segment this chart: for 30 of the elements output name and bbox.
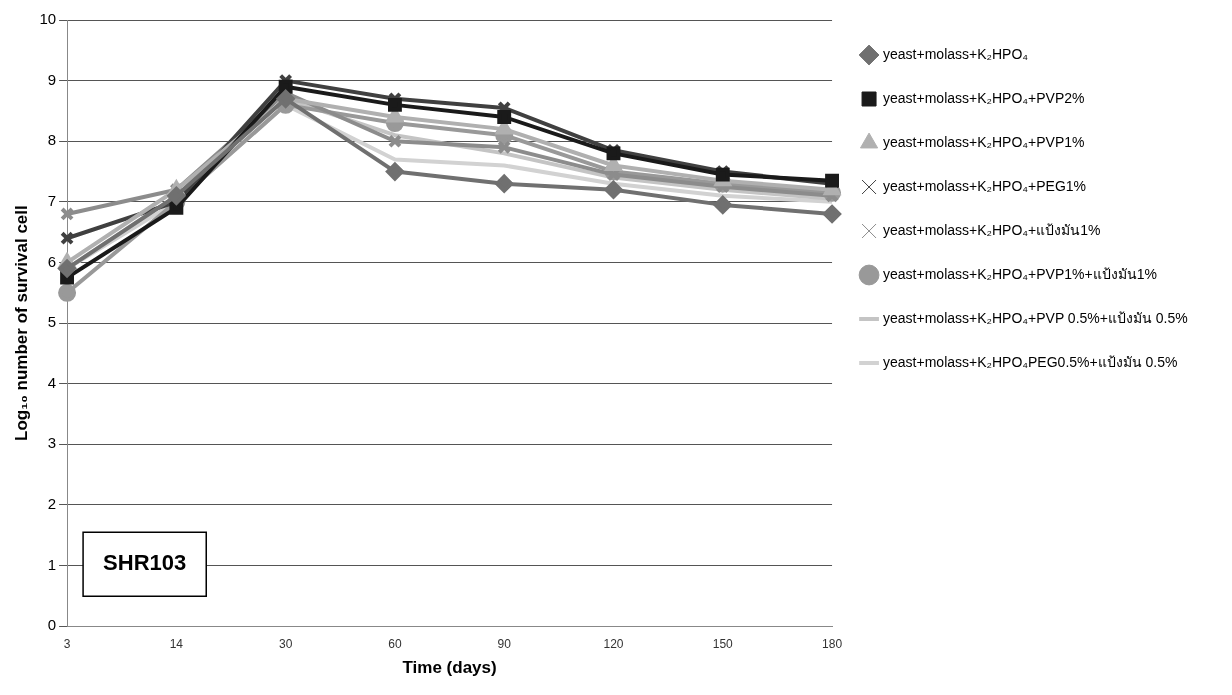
y-tick-label: 1	[47, 555, 57, 573]
legend-label: yeast+molass+K₂HPO₄+PEG1%	[883, 177, 1087, 194]
legend-label: yeast+molass+K₂HPO₄+แป้งมัน1%	[883, 221, 1101, 238]
x-tick-label: 180	[822, 636, 843, 651]
x-tick-label: 30	[278, 636, 293, 651]
y-tick-label: 3	[47, 434, 57, 452]
x-tick-label: 14	[169, 636, 184, 651]
y-tick-label: 8	[47, 131, 57, 149]
y-axis-title: Log₁₀ number of survival cell	[11, 205, 31, 441]
x-tick-label: 60	[388, 636, 402, 651]
x-tick-label: 120	[603, 636, 624, 651]
x-tick-label: 90	[497, 636, 512, 651]
y-tick-label: 6	[47, 252, 57, 270]
legend-label: yeast+molass+K₂HPO₄+PVP1%+แป้งมัน1%	[883, 265, 1157, 282]
y-tick-label: 4	[47, 373, 57, 391]
y-tick-label: 10	[39, 10, 57, 28]
y-tick-label: 9	[47, 70, 57, 88]
y-tick-label: 5	[47, 313, 57, 331]
legend-label: yeast+molass+K₂HPO₄	[883, 45, 1029, 62]
y-tick-label: 7	[47, 192, 57, 209]
y-tick-label: 2	[47, 495, 57, 513]
x-tick-label: 3	[63, 636, 71, 651]
legend-label: yeast+molass+K₂HPO₄+PVP2%	[883, 89, 1085, 106]
y-tick-label: 0	[47, 616, 57, 634]
legend-label: yeast+molass+K₂HPO₄+PVP1%	[883, 133, 1085, 150]
legend-label: yeast+molass+K₂HPO₄+PVP 0.5%+แป้งมัน 0.5%	[883, 309, 1188, 326]
annotation: SHR103	[103, 550, 187, 576]
legend-label: yeast+molass+K₂HPO₄PEG0.5%+แป้งมัน 0.5%	[883, 353, 1178, 370]
x-axis-title: Time (days)	[402, 658, 497, 678]
x-tick-label: 150	[712, 636, 734, 651]
